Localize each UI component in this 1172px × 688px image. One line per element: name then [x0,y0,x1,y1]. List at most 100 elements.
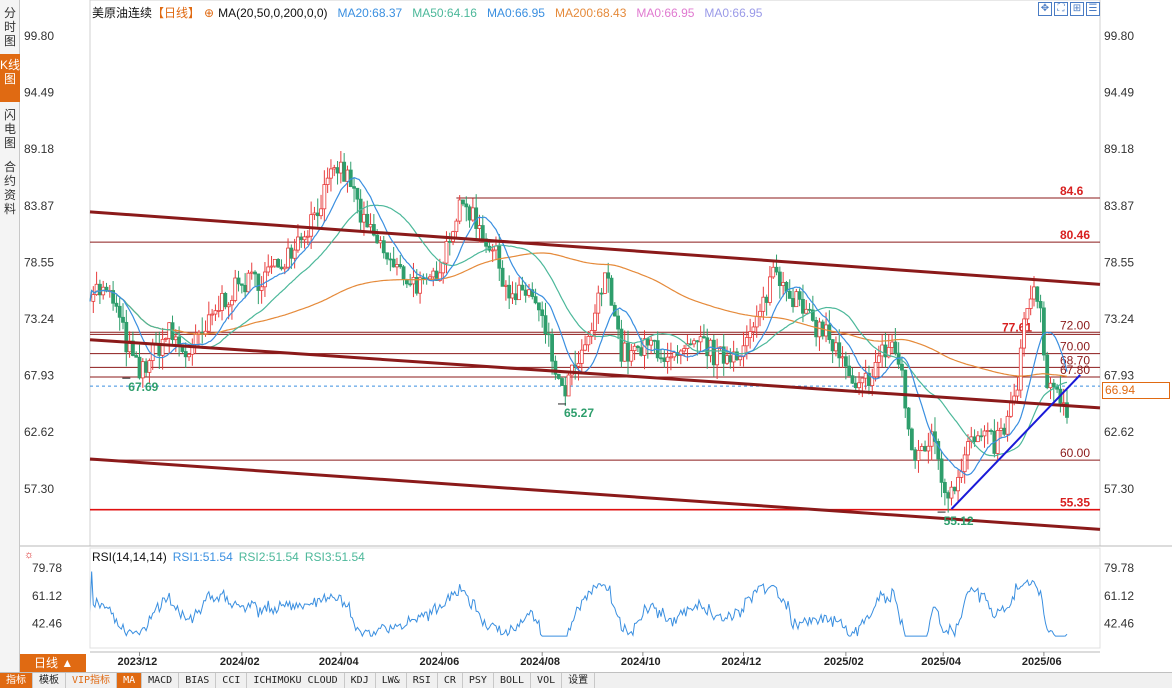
candle-body [147,360,152,373]
y-tick-right-1: 94.49 [1104,86,1134,100]
candle-body [167,322,172,339]
candle-body [530,289,535,297]
candle-body [437,272,442,281]
candle-body [979,435,984,438]
candle-body [1015,389,1020,397]
candle-body [989,430,993,432]
candle-body [302,236,307,241]
candle-body [847,365,852,377]
candle-body [909,428,914,451]
y-tick-left-6: 67.93 [24,369,54,383]
x-tick-6: 2024/12 [722,656,762,668]
candle-body [919,446,924,451]
candle-body [771,266,776,278]
channel-line-0 [89,210,1101,286]
tab-lw[interactable]: LW& [376,673,407,688]
candle-body [286,247,290,268]
candle-body [946,492,951,499]
candle-body [411,276,416,285]
tab-ma[interactable]: MA [117,673,143,688]
chart-canvas[interactable]: 99.80 99.80 94.49 94.49 89.18 89.18 83.87 83.87… [20,0,1172,672]
y-tick-right-8: 57.30 [1104,482,1134,496]
tab-cr[interactable]: CR [438,673,463,688]
candle-body [791,298,795,308]
side-tab-flash[interactable]: 闪电图 [3,108,16,150]
candle-body [513,293,518,301]
y-tick-left-5: 73.24 [24,312,54,326]
candle-body [863,372,868,379]
x-tick-7: 2025/02 [824,656,864,668]
side-tab-timeshare[interactable]: 分时图 [3,6,16,48]
level-label-8: 55.35 [1060,496,1090,510]
rsi-title: RSI(14,14,14) [92,550,167,564]
candle-body [444,240,449,264]
move-icon[interactable]: ✥ [1038,2,1052,16]
candle-body [338,161,343,174]
tab-vol[interactable]: VOL [531,673,563,688]
candle-body [454,220,459,233]
candle-body [398,264,403,268]
tab-psy[interactable]: PSY [463,673,494,688]
candle-body [375,234,380,244]
candle-body [263,271,267,288]
candle-body [774,266,779,273]
candle-body [230,300,234,306]
tab-template[interactable]: 模板 [33,673,66,688]
tab-bias[interactable]: BIAS [179,673,217,688]
zoom-icon[interactable]: ⊞ [1070,2,1084,16]
candle-body [579,349,584,364]
tab-rsi[interactable]: RSI [407,673,438,688]
candle-body [233,277,238,301]
candle-body [213,310,218,315]
side-tab-bar: 分时图 K线图 闪电图 合约资料 [0,0,20,672]
candle-body [256,273,261,291]
candle-body [1022,318,1026,349]
candle-body [768,276,772,303]
fullscreen-icon[interactable]: ⛶ [1054,2,1068,16]
tab-indicators[interactable]: 指标 [0,673,33,688]
tab-cci[interactable]: CCI [216,673,248,688]
x-tick-2: 2024/04 [319,656,360,668]
tab-kdj[interactable]: KDJ [345,673,376,688]
candle-body [725,355,729,364]
candle-body [873,362,878,378]
candle-body [916,449,921,461]
side-tab-contract-info[interactable]: 合约资料 [3,160,16,216]
period-button[interactable]: 日线 ▲ [20,654,86,672]
candle-body [972,436,977,443]
candle-body [418,277,422,294]
candle-body [665,356,670,362]
candle-body [777,271,782,287]
candle-body [464,203,469,208]
tab-settings[interactable]: 设置 [562,673,596,688]
y-tick-left-3: 83.87 [24,199,54,213]
legend-settings-icon[interactable]: ⊕ [204,6,215,20]
candle-body [520,284,525,291]
tab-boll[interactable]: BOLL [494,673,532,688]
tab-ichimoku-cloud[interactable]: ICHIMOKU CLOUD [247,673,345,688]
candle-body [659,357,663,360]
candle-body [543,315,548,335]
candle-body [457,199,462,222]
candle-body [583,344,587,351]
candle-body [362,213,366,223]
legend-period-tag: 【日线】 [152,6,201,20]
tab-vip-indicators[interactable]: VIP指标 [66,673,118,688]
candle-body [1041,307,1046,356]
settings-icon[interactable]: ☰ [1086,2,1100,16]
candle-body [236,277,241,285]
candle-body [758,310,762,318]
candle-body [711,339,716,366]
candle-body [1002,427,1007,435]
candle-body [576,362,581,367]
candle-body [276,258,281,268]
candle-body [160,338,165,356]
candle-body [569,364,574,376]
candle-body [999,427,1003,431]
side-tab-kline[interactable]: K线图 [0,54,20,102]
tab-macd[interactable]: MACD [142,673,180,688]
candle-body [510,293,515,299]
candle-body [698,336,703,343]
candle-body [1061,402,1066,405]
candle-body [332,167,337,170]
